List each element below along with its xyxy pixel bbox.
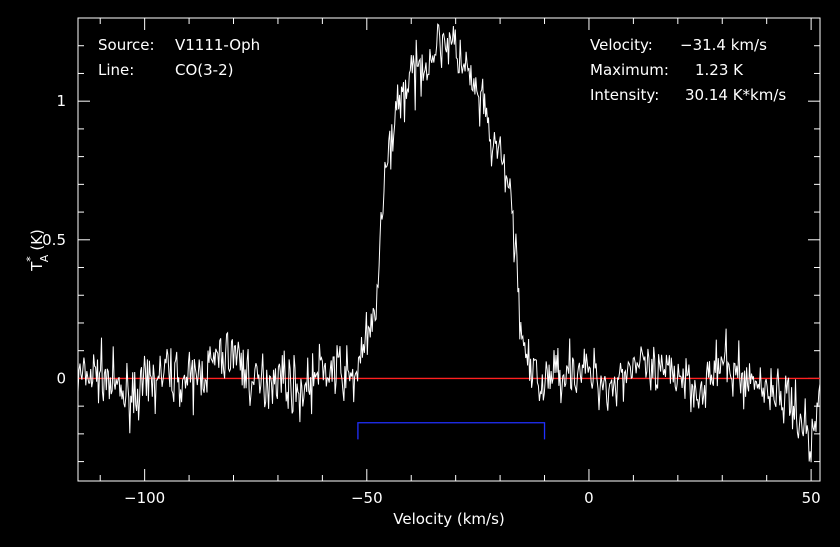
x-tick-label: 0 bbox=[584, 489, 594, 507]
y-tick-label: 0.5 bbox=[42, 231, 66, 249]
line-value: CO(3-2) bbox=[175, 61, 233, 79]
x-axis-label: Velocity (km/s) bbox=[393, 510, 504, 528]
source-value: V1111-Oph bbox=[175, 36, 260, 54]
velocity-label: Velocity: bbox=[590, 36, 653, 54]
plot-frame bbox=[77, 17, 821, 482]
source-label: Source: bbox=[98, 36, 155, 54]
velocity-value: −31.4 km/s bbox=[680, 36, 767, 54]
y-axis-label: T*A(K) bbox=[24, 229, 51, 272]
intensity-label: Intensity: bbox=[590, 86, 659, 104]
x-tick-label: 50 bbox=[802, 489, 821, 507]
x-axis-ticks: −100 −50 0 50 bbox=[99, 18, 821, 507]
line-label: Line: bbox=[98, 61, 134, 79]
y-tick-label: 1 bbox=[56, 92, 66, 110]
maximum-value: 1.23 K bbox=[695, 61, 744, 79]
intensity-value: 30.14 K*km/s bbox=[685, 86, 786, 104]
spectrum-trace bbox=[77, 23, 821, 463]
y-tick-label: 0 bbox=[56, 369, 66, 387]
svg-text:T*A(K): T*A(K) bbox=[24, 229, 51, 272]
integration-window-bracket bbox=[357, 422, 546, 440]
x-tick-label: −50 bbox=[351, 489, 383, 507]
x-tick-label: −100 bbox=[124, 489, 165, 507]
maximum-label: Maximum: bbox=[590, 61, 669, 79]
